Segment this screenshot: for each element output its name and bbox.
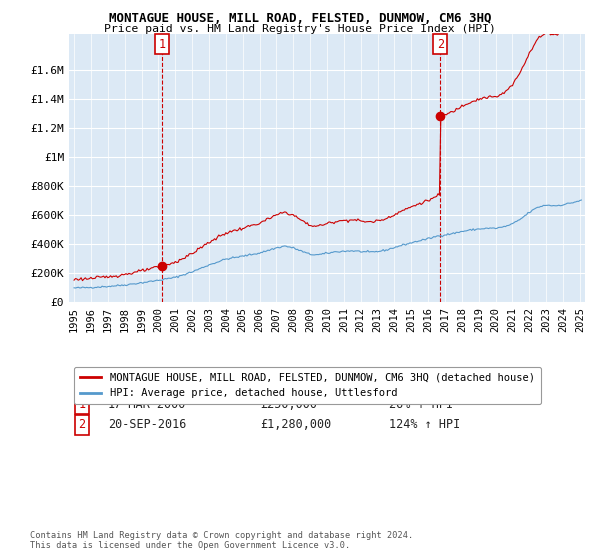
Legend: MONTAGUE HOUSE, MILL ROAD, FELSTED, DUNMOW, CM6 3HQ (detached house), HPI: Avera: MONTAGUE HOUSE, MILL ROAD, FELSTED, DUNM… <box>74 367 541 404</box>
Text: 124% ↑ HPI: 124% ↑ HPI <box>389 418 460 431</box>
Text: £250,000: £250,000 <box>260 398 317 411</box>
Text: MONTAGUE HOUSE, MILL ROAD, FELSTED, DUNMOW, CM6 3HQ: MONTAGUE HOUSE, MILL ROAD, FELSTED, DUNM… <box>109 12 491 25</box>
Text: Contains HM Land Registry data © Crown copyright and database right 2024.
This d: Contains HM Land Registry data © Crown c… <box>30 530 413 550</box>
Text: 1: 1 <box>79 398 85 411</box>
Text: 1: 1 <box>158 38 166 50</box>
Text: £1,280,000: £1,280,000 <box>260 418 331 431</box>
Text: 26% ↑ HPI: 26% ↑ HPI <box>389 398 453 411</box>
Text: 2: 2 <box>437 38 444 50</box>
Text: 2: 2 <box>79 418 85 431</box>
Text: 17-MAR-2000: 17-MAR-2000 <box>108 398 186 411</box>
Text: 20-SEP-2016: 20-SEP-2016 <box>108 418 186 431</box>
Text: Price paid vs. HM Land Registry's House Price Index (HPI): Price paid vs. HM Land Registry's House … <box>104 24 496 34</box>
